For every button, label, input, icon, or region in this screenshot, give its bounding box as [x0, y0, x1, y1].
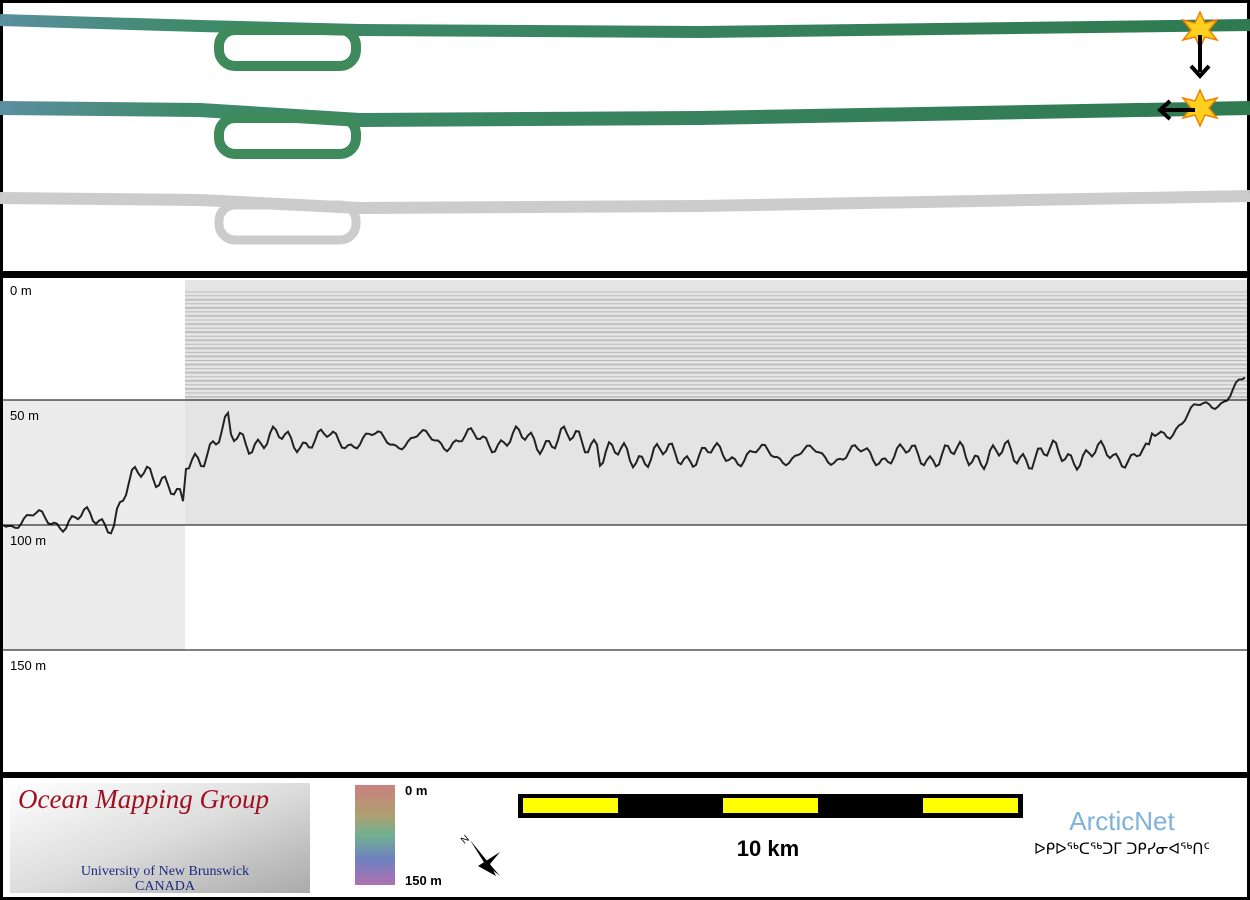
depth-label: 150 m	[10, 658, 46, 673]
depth-label: 0 m	[10, 283, 32, 298]
scale-label: 10 km	[737, 836, 799, 861]
depth-lines	[3, 399, 1247, 651]
map-panel	[3, 3, 1247, 271]
colorbar	[355, 785, 395, 885]
swath-tracks	[0, 14, 1250, 245]
logo	[10, 783, 310, 893]
seabed-trace	[2, 376, 1246, 535]
depth-label: 100 m	[10, 533, 46, 548]
logo-title: Ocean Mapping Group	[18, 784, 269, 814]
colorbar-label: 150 m	[405, 873, 442, 888]
vessel-markers	[1157, 11, 1218, 127]
logo-university: University of New Brunswick	[81, 864, 249, 879]
partner-syllabics: ᐅᑭᐅᖅᑕᖅᑐᒥ ᑐᑭᓯᓂᐊᖅᑎᑦ	[1034, 840, 1210, 858]
echogram	[185, 280, 1247, 525]
depth-label: 50 m	[10, 408, 39, 423]
partner-name: ArcticNet	[1069, 806, 1175, 836]
water-column-noise	[185, 291, 1247, 398]
logo-country: CANADA	[135, 879, 196, 894]
scale-bar	[518, 794, 1023, 818]
colorbar-label: 0 m	[405, 783, 427, 798]
